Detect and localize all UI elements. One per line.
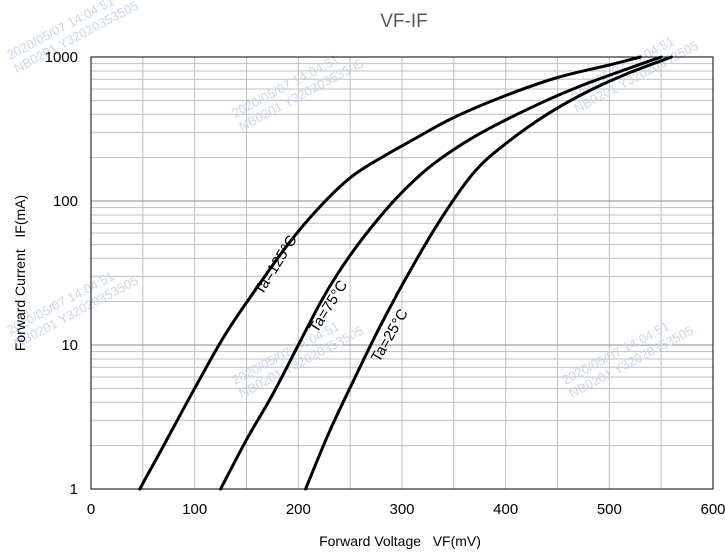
x-axis-label: Forward Voltage VF(mV) [319, 533, 481, 549]
y-axis-label: Forward Current IF(mA) [12, 195, 28, 351]
x-tick-label: 400 [493, 501, 518, 518]
chart-title: VF-IF [380, 11, 428, 32]
y-tick-label: 10 [61, 337, 78, 354]
series-label-1: Ta=125°C [251, 232, 301, 298]
series-line-2 [219, 55, 663, 491]
grid [91, 57, 713, 489]
x-tick-label: 200 [286, 501, 311, 518]
series-line-1 [138, 55, 642, 491]
series-line-3 [304, 55, 673, 491]
series-layer [138, 55, 673, 491]
y-tick-label: 1000 [45, 49, 78, 66]
tick-labels: 0 100 200 300 400 500 600 1 10 100 1000 [45, 49, 725, 518]
x-tick-label: 500 [597, 501, 622, 518]
plot-frame [90, 56, 714, 490]
x-tick-label: 100 [182, 501, 207, 518]
y-tick-label: 1 [70, 481, 78, 498]
x-tick-label: 300 [389, 501, 414, 518]
y-tick-label: 100 [53, 193, 78, 210]
x-tick-label: 600 [700, 501, 725, 518]
x-tick-label: 0 [87, 501, 95, 518]
